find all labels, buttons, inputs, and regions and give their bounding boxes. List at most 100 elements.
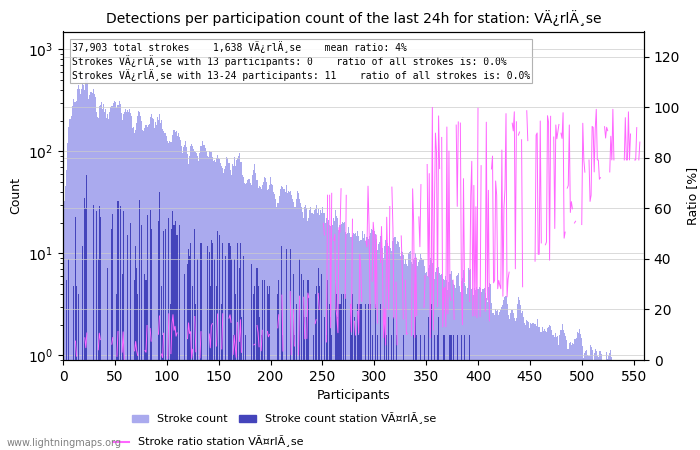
Bar (79, 89, 80, 450)
Bar (443, 279, 444, 450)
Bar (631, 360, 632, 450)
Bar (625, 360, 626, 450)
Bar (511, 310, 512, 450)
Bar (328, 220, 329, 450)
Bar (141, 225, 142, 450)
Bar (268, 294, 269, 450)
Bar (340, 224, 342, 450)
Bar (314, 294, 316, 450)
Bar (237, 243, 238, 450)
Legend: Stroke ratio station VÃ¤rlÃ¸se: Stroke ratio station VÃ¤rlÃ¸se (108, 431, 308, 450)
Bar (453, 335, 454, 450)
Bar (128, 112, 129, 450)
Bar (322, 207, 323, 450)
Bar (160, 123, 161, 450)
Bar (610, 350, 611, 450)
Bar (606, 352, 607, 450)
Bar (552, 335, 553, 450)
Bar (384, 317, 385, 450)
Bar (186, 148, 187, 450)
Bar (444, 280, 445, 450)
Bar (630, 360, 631, 450)
Bar (577, 333, 578, 450)
Bar (127, 111, 128, 450)
Bar (114, 101, 116, 450)
Bar (437, 335, 438, 450)
Bar (598, 356, 599, 450)
Bar (349, 233, 350, 450)
Bar (482, 289, 483, 450)
Bar (479, 287, 480, 450)
Bar (507, 304, 508, 450)
Bar (86, 175, 88, 450)
Bar (94, 97, 96, 450)
Bar (489, 283, 490, 450)
Bar (348, 227, 349, 450)
Bar (620, 360, 621, 450)
Bar (84, 90, 85, 450)
Bar (220, 162, 221, 450)
Bar (194, 151, 195, 450)
Bar (398, 247, 400, 450)
Bar (211, 152, 212, 450)
Bar (262, 182, 264, 450)
Bar (239, 153, 240, 450)
Bar (628, 360, 629, 450)
Bar (376, 239, 377, 450)
Bar (238, 156, 239, 450)
Bar (612, 360, 613, 450)
Bar (73, 99, 74, 450)
Bar (529, 328, 531, 450)
Bar (632, 360, 633, 450)
Bar (152, 118, 153, 450)
Bar (359, 241, 360, 450)
Bar (442, 276, 443, 450)
Bar (468, 268, 469, 450)
Bar (127, 235, 128, 450)
Bar (132, 128, 133, 450)
Bar (133, 127, 134, 450)
Bar (557, 337, 559, 450)
Bar (109, 112, 110, 450)
Bar (75, 102, 76, 450)
Bar (232, 166, 234, 450)
Bar (100, 105, 101, 450)
Bar (120, 113, 122, 450)
Bar (496, 311, 497, 450)
Bar (444, 335, 445, 450)
Bar (574, 338, 575, 450)
Bar (377, 335, 378, 450)
Bar (569, 343, 570, 450)
Bar (69, 119, 70, 450)
Bar (461, 281, 462, 450)
Bar (595, 349, 596, 450)
Bar (198, 161, 200, 450)
Bar (555, 333, 556, 450)
Bar (213, 161, 214, 450)
Bar (379, 242, 380, 450)
Bar (570, 342, 571, 450)
Bar (80, 94, 81, 450)
Bar (137, 116, 138, 450)
Bar (352, 294, 353, 450)
Bar (240, 243, 241, 450)
Bar (221, 166, 223, 450)
Bar (168, 218, 169, 450)
Bar (100, 216, 101, 450)
Bar (449, 335, 451, 450)
Bar (125, 109, 126, 450)
Bar (516, 318, 517, 450)
Bar (412, 264, 413, 450)
Bar (167, 141, 168, 450)
Bar (512, 310, 513, 450)
Bar (195, 304, 196, 450)
Bar (325, 223, 326, 450)
Bar (323, 213, 324, 450)
Bar (339, 230, 340, 450)
Bar (236, 160, 237, 450)
Bar (324, 213, 325, 450)
Bar (212, 243, 213, 450)
Bar (541, 332, 542, 450)
Stroke ratio station VÃ¤rlÃ¸se (563, 185, 571, 191)
Bar (528, 322, 529, 450)
